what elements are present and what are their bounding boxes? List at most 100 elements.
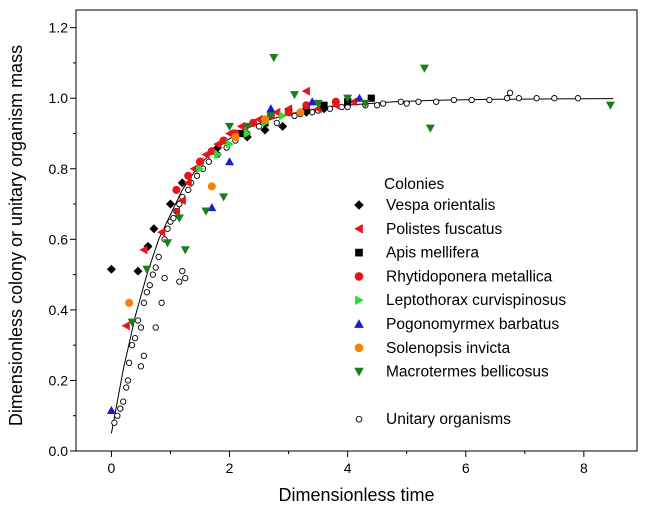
series-macrotermes-bellicosus <box>127 54 615 327</box>
data-point <box>120 398 127 405</box>
data-point <box>289 91 299 100</box>
data-point <box>196 164 205 174</box>
data-point <box>214 150 223 160</box>
data-point <box>225 139 235 149</box>
legend-marker <box>355 415 363 423</box>
data-point <box>574 95 582 102</box>
data-point <box>127 318 137 327</box>
data-point <box>142 265 152 274</box>
data-point <box>158 299 165 306</box>
data-point <box>273 119 280 127</box>
data-point <box>255 123 263 130</box>
data-point <box>360 99 370 108</box>
data-point <box>403 100 410 107</box>
data-point <box>260 115 270 124</box>
fit-curve <box>110 98 614 434</box>
data-point <box>106 264 116 274</box>
data-point <box>284 108 293 117</box>
data-point <box>468 96 475 104</box>
legend-label: Unitary organisms <box>386 411 511 428</box>
series-pogonomyrmex-barbatus <box>106 93 364 415</box>
y-axis-title: Dimensionless colony or unitary organism… <box>6 45 26 426</box>
axes: 0 2 4 6 8 0.0 0.2 0.4 0.6 0.8 1.0 1.2 <box>49 20 588 476</box>
data-point <box>225 122 235 131</box>
legend-marker <box>354 343 364 353</box>
data-point <box>128 342 136 349</box>
data-point <box>183 178 192 188</box>
legend-marker <box>355 295 364 305</box>
plot-frame <box>75 9 638 452</box>
data-point <box>503 95 511 102</box>
x-tick-label: 0 <box>108 460 116 476</box>
data-point <box>415 98 422 105</box>
data-point <box>213 139 222 149</box>
data-point <box>331 97 340 106</box>
legend-marker <box>354 200 364 210</box>
data-point <box>605 101 615 110</box>
data-point <box>131 334 139 342</box>
data-point <box>182 274 189 282</box>
fit-curve-layer <box>110 98 614 434</box>
data-point <box>134 317 142 324</box>
legend-label: Rhytidoponera metallica <box>386 268 553 285</box>
data-point <box>111 419 118 426</box>
data-point <box>237 129 245 138</box>
series-unitary-organisms <box>111 89 582 426</box>
y-tick-label: 0.0 <box>49 443 69 459</box>
data-point <box>207 182 216 191</box>
data-point <box>205 158 213 165</box>
data-point <box>367 94 375 102</box>
data-point <box>163 239 173 248</box>
data-point <box>157 227 166 237</box>
data-point <box>123 384 130 391</box>
x-tick-label: 6 <box>462 460 470 476</box>
data-point <box>551 95 558 102</box>
data-point <box>266 112 276 121</box>
data-point <box>193 172 201 179</box>
data-point <box>533 95 540 102</box>
legend-label: Solenopsis invicta <box>386 340 510 357</box>
data-point <box>133 266 143 276</box>
x-tick-label: 8 <box>580 460 588 476</box>
legend-label: Vespa orientalis <box>386 197 496 214</box>
legend: Colonies Vespa orientalis Polistes fuscat… <box>354 176 566 428</box>
legend-marker <box>354 367 364 377</box>
data-point <box>349 97 358 107</box>
data-point <box>219 136 228 145</box>
series-leptothorax-curvispinosus <box>196 111 288 174</box>
data-points-layer <box>106 54 615 426</box>
data-point <box>269 54 279 63</box>
data-point <box>207 203 217 212</box>
data-point <box>180 246 190 255</box>
data-point <box>236 121 245 131</box>
data-point <box>419 64 429 73</box>
data-point <box>343 94 353 103</box>
data-point <box>174 214 184 223</box>
data-point <box>307 97 317 106</box>
data-point <box>125 359 133 366</box>
legend-marker <box>354 224 363 234</box>
y-tick-label: 1.2 <box>49 20 69 36</box>
data-point <box>313 104 322 114</box>
data-point <box>171 206 180 216</box>
legend-label: Macrotermes bellicosus <box>386 364 549 381</box>
y-tick-label: 0.8 <box>49 161 69 177</box>
data-point <box>149 271 156 278</box>
data-point <box>161 274 168 282</box>
y-tick-label: 0.4 <box>49 302 69 318</box>
data-point <box>242 122 252 131</box>
data-point <box>165 199 175 209</box>
legend-marker <box>354 272 364 281</box>
data-point <box>338 103 345 111</box>
data-point <box>117 405 124 412</box>
data-point <box>176 278 183 285</box>
data-point <box>486 96 493 104</box>
data-point <box>219 193 229 202</box>
data-point <box>266 104 276 113</box>
data-point <box>243 128 252 138</box>
data-point <box>201 207 211 216</box>
data-point <box>260 125 270 135</box>
data-point <box>124 377 132 384</box>
data-point <box>225 128 234 138</box>
data-point <box>170 215 177 222</box>
